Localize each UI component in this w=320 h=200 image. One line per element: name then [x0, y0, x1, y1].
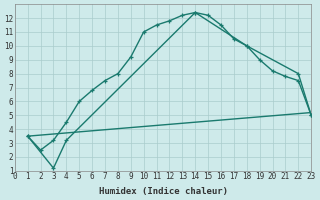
X-axis label: Humidex (Indice chaleur): Humidex (Indice chaleur) [99, 187, 228, 196]
